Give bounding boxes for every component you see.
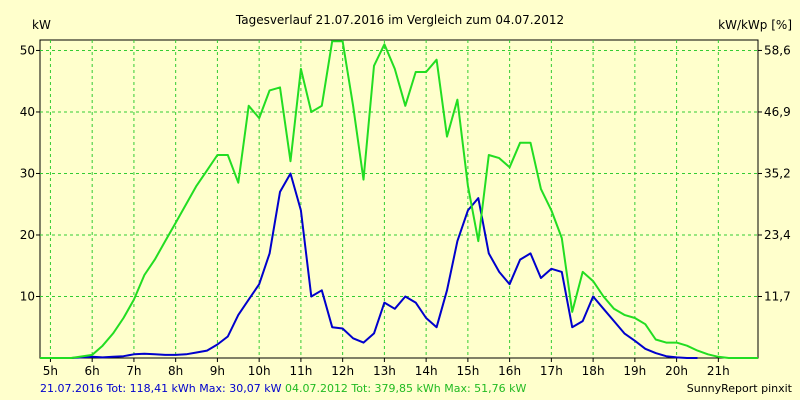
legend-series-1: 21.07.2016 Tot: 118,41 kWh Max: 30,07 kW [40, 382, 282, 395]
y-right-tick-label: 58,6 [764, 43, 791, 57]
x-axis-ticks: 5h 6h 7h 8h 9h 10h 11h 12h 13h 14h 15h 16h 17h 18h 19h… [43, 358, 730, 378]
x-tick-label: 8h [168, 364, 183, 378]
x-tick-label: 13h [373, 364, 396, 378]
y-right-tick-label: 46,9 [764, 105, 791, 119]
y-left-tick-label: 30 [20, 166, 35, 180]
x-tick-label: 19h [623, 364, 646, 378]
legend-footer: 21.07.2016 Tot: 118,41 kWh Max: 30,07 kW… [40, 382, 526, 395]
grid-lines [40, 40, 758, 358]
x-tick-label: 11h [289, 364, 312, 378]
series-line-2 [40, 40, 758, 359]
x-tick-label: 10h [248, 364, 271, 378]
x-tick-label: 6h [85, 364, 100, 378]
x-tick-label: 21h [707, 364, 730, 378]
x-tick-label: 12h [331, 364, 354, 378]
y-left-tick-label: 10 [20, 289, 35, 303]
y-left-tick-label: 20 [20, 228, 35, 242]
y-right-tick-label: 35,2 [764, 166, 791, 180]
legend-series-2: 04.07.2012 Tot: 379,85 kWh Max: 51,76 kW [284, 382, 527, 395]
x-tick-label: 7h [126, 364, 141, 378]
y-axis-left-ticks: 10 20 30 40 50 [20, 43, 40, 303]
x-tick-label: 15h [456, 364, 479, 378]
chart-title: Tagesverlauf 21.07.2016 im Vergleich zum… [235, 13, 564, 27]
credit-text: SunnyReport pinxit [686, 382, 792, 395]
y-axis-left-label: kW [32, 18, 51, 32]
plot-area [39, 39, 759, 359]
x-tick-label: 9h [210, 364, 225, 378]
x-tick-label: 20h [665, 364, 688, 378]
series-line-1 [40, 172, 698, 359]
y-right-tick-label: 11,7 [764, 289, 791, 303]
x-tick-label: 5h [43, 364, 58, 378]
series-group [40, 40, 758, 359]
x-tick-label: 17h [540, 364, 563, 378]
x-tick-label: 16h [498, 364, 521, 378]
y-axis-right-label: kW/kWp [%] [718, 18, 792, 32]
y-left-tick-label: 50 [20, 43, 35, 57]
y-right-tick-label: 23,4 [764, 228, 791, 242]
y-axis-right-ticks: 11,7 23,4 35,2 46,9 58,6 [758, 43, 791, 303]
x-tick-label: 18h [582, 364, 605, 378]
y-left-tick-label: 40 [20, 105, 35, 119]
x-tick-label: 14h [415, 364, 438, 378]
